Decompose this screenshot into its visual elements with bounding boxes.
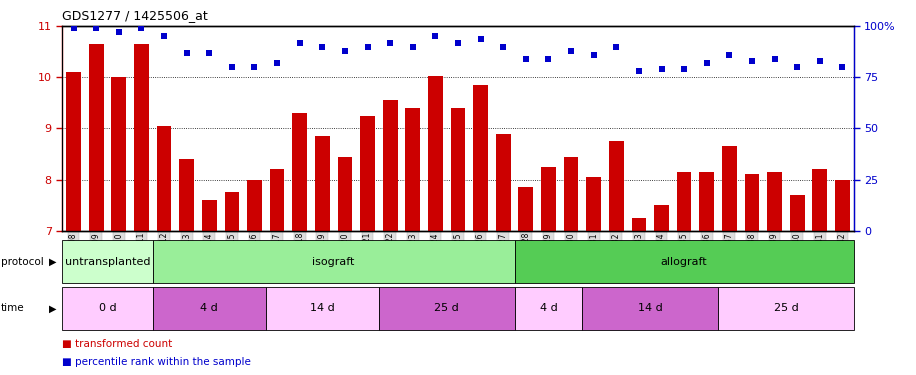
- Bar: [360, 116, 375, 231]
- Bar: [541, 167, 556, 231]
- Bar: [153, 240, 515, 283]
- Point: [496, 44, 510, 50]
- Point: [406, 44, 420, 50]
- Point: [270, 60, 285, 66]
- Bar: [474, 85, 488, 231]
- Bar: [247, 180, 262, 231]
- Point: [654, 66, 669, 72]
- Bar: [745, 174, 759, 231]
- Bar: [654, 205, 669, 231]
- Text: 14 d: 14 d: [638, 303, 662, 313]
- Point: [474, 36, 488, 42]
- Bar: [269, 170, 285, 231]
- Bar: [677, 172, 692, 231]
- Bar: [631, 218, 647, 231]
- Bar: [180, 159, 194, 231]
- Point: [768, 56, 782, 62]
- Point: [677, 66, 692, 72]
- Point: [518, 56, 533, 62]
- Bar: [563, 156, 578, 231]
- Text: 4 d: 4 d: [201, 303, 218, 313]
- Bar: [451, 108, 465, 231]
- Text: ▶: ▶: [49, 256, 57, 267]
- Text: 25 d: 25 d: [773, 303, 798, 313]
- Point: [722, 52, 736, 58]
- Bar: [266, 287, 379, 330]
- Bar: [700, 172, 714, 231]
- Bar: [153, 287, 266, 330]
- Text: GDS1277 / 1425506_at: GDS1277 / 1425506_at: [62, 9, 208, 22]
- Point: [790, 64, 804, 70]
- Bar: [202, 200, 216, 231]
- Bar: [515, 287, 583, 330]
- Bar: [112, 77, 126, 231]
- Bar: [406, 108, 420, 231]
- Bar: [518, 187, 533, 231]
- Point: [338, 48, 353, 54]
- Text: time: time: [1, 303, 25, 313]
- Bar: [835, 180, 850, 231]
- Bar: [496, 134, 510, 231]
- Bar: [790, 195, 804, 231]
- Point: [451, 40, 465, 46]
- Point: [315, 44, 330, 50]
- Text: untransplanted: untransplanted: [65, 256, 150, 267]
- Text: 0 d: 0 d: [99, 303, 116, 313]
- Point: [835, 64, 850, 70]
- Text: ■ transformed count: ■ transformed count: [62, 339, 172, 350]
- Point: [428, 33, 442, 39]
- Text: ▶: ▶: [49, 303, 57, 313]
- Bar: [768, 172, 782, 231]
- Bar: [62, 287, 153, 330]
- Bar: [315, 136, 330, 231]
- Bar: [134, 44, 148, 231]
- Text: 4 d: 4 d: [540, 303, 557, 313]
- Point: [360, 44, 375, 50]
- Point: [609, 44, 624, 50]
- Point: [812, 58, 827, 64]
- Point: [180, 50, 194, 56]
- Bar: [224, 192, 239, 231]
- Point: [563, 48, 578, 54]
- Bar: [383, 100, 398, 231]
- Point: [700, 60, 714, 66]
- Bar: [157, 126, 171, 231]
- Bar: [66, 72, 81, 231]
- Point: [383, 40, 398, 46]
- Bar: [609, 141, 624, 231]
- Text: 25 d: 25 d: [434, 303, 459, 313]
- Point: [66, 25, 81, 31]
- Point: [586, 52, 601, 58]
- Text: ■ percentile rank within the sample: ■ percentile rank within the sample: [62, 357, 251, 367]
- Point: [112, 29, 126, 35]
- Point: [745, 58, 759, 64]
- Bar: [62, 240, 153, 283]
- Point: [157, 33, 171, 39]
- Point: [247, 64, 262, 70]
- Point: [224, 64, 239, 70]
- Point: [134, 25, 148, 31]
- Bar: [586, 177, 601, 231]
- Bar: [89, 44, 104, 231]
- Point: [541, 56, 556, 62]
- Point: [202, 50, 216, 56]
- Point: [89, 25, 104, 31]
- Bar: [583, 287, 718, 330]
- Point: [292, 40, 307, 46]
- Text: allograft: allograft: [660, 256, 707, 267]
- Bar: [379, 287, 515, 330]
- Bar: [428, 76, 442, 231]
- Text: 14 d: 14 d: [310, 303, 334, 313]
- Bar: [718, 287, 854, 330]
- Bar: [812, 170, 827, 231]
- Bar: [338, 156, 353, 231]
- Text: protocol: protocol: [1, 256, 44, 267]
- Point: [631, 68, 646, 74]
- Bar: [515, 240, 854, 283]
- Text: isograft: isograft: [312, 256, 354, 267]
- Bar: [722, 146, 736, 231]
- Bar: [292, 113, 307, 231]
